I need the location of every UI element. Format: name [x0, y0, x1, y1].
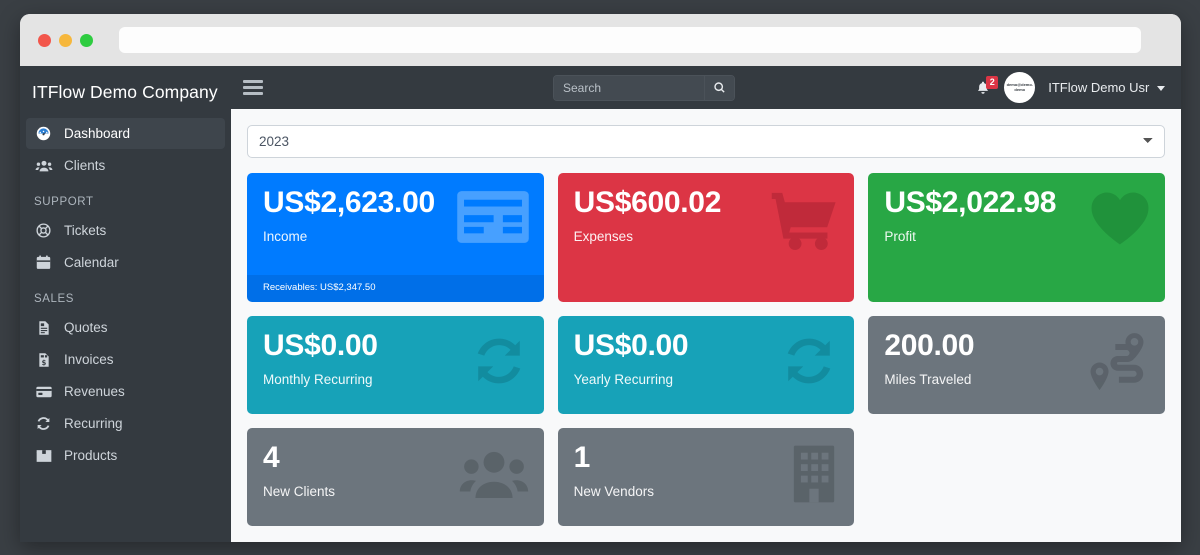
app-viewport: ITFlow Demo Company Dashboard: [20, 66, 1181, 542]
minimize-window-button[interactable]: [59, 33, 72, 47]
stat-value: 1: [573, 441, 591, 474]
sidebar-item-calendar[interactable]: Calendar: [26, 247, 225, 278]
stat-label: Income: [263, 229, 308, 245]
hamburger-icon[interactable]: [243, 77, 265, 99]
sidebar-item-label: Revenues: [64, 384, 125, 399]
sidebar-item-dashboard[interactable]: Dashboard: [26, 118, 225, 149]
sidebar-item-recurring[interactable]: Recurring: [26, 408, 225, 439]
stat-value: 200.00: [884, 329, 975, 362]
stat-label: New Clients: [263, 484, 336, 500]
browser-chrome: [20, 14, 1181, 66]
search-bar: [553, 74, 735, 101]
stat-label: Miles Traveled: [884, 372, 972, 388]
notification-count-badge: 2: [986, 75, 999, 89]
sync-icon: [468, 332, 530, 390]
sidebar-item-label: Products: [64, 448, 118, 463]
life-ring-icon: [34, 221, 53, 240]
stat-value: 4: [263, 441, 280, 474]
stat-card-monthly-recurring[interactable]: US$0.00 Monthly Recurring: [247, 316, 544, 414]
sidebar-item-quotes[interactable]: Quotes: [26, 312, 225, 343]
close-window-button[interactable]: [38, 33, 51, 47]
window-controls: [34, 33, 93, 47]
credit-card-icon: [34, 382, 53, 401]
shopping-cart-icon: [770, 189, 840, 251]
box-icon: [34, 446, 53, 465]
topbar: 2 demo@demo. demo ITFlow Demo Usr: [231, 66, 1181, 109]
chevron-down-icon: [1157, 86, 1165, 92]
stat-label: Monthly Recurring: [263, 372, 373, 388]
sync-icon: [34, 414, 53, 433]
sidebar-item-revenues[interactable]: Revenues: [26, 376, 225, 407]
stat-value: US$0.00: [263, 329, 378, 362]
sidebar-item-invoices[interactable]: $ Invoices: [26, 344, 225, 375]
stat-card-new-clients[interactable]: 4 New Clients: [247, 428, 544, 526]
brand-title: ITFlow Demo Company: [32, 82, 218, 102]
avatar-text-line1: demo@demo.: [1006, 81, 1033, 87]
route-icon: [1083, 332, 1151, 392]
topbar-right: 2 demo@demo. demo ITFlow Demo Usr: [975, 72, 1165, 103]
money-check-icon: [456, 189, 530, 245]
sidebar-item-tickets[interactable]: Tickets: [26, 215, 225, 246]
browser-window: ITFlow Demo Company Dashboard: [20, 14, 1181, 542]
stat-card-miles-traveled[interactable]: 200.00 Miles Traveled: [868, 316, 1165, 414]
avatar-text-line2: demo: [1014, 86, 1026, 92]
stat-value: US$2,022.98: [884, 186, 1057, 219]
avatar[interactable]: demo@demo. demo: [1004, 72, 1036, 103]
building-icon: [788, 444, 840, 504]
stat-card-income[interactable]: US$2,623.00 Income: [247, 173, 544, 302]
year-filter-select[interactable]: 2023 2022 2021 2020: [247, 125, 1165, 158]
sidebar-item-label: Tickets: [64, 223, 107, 238]
sync-icon: [778, 332, 840, 390]
stat-card-yearly-recurring[interactable]: US$0.00 Yearly Recurring: [557, 316, 855, 414]
stat-label: Profit: [884, 229, 916, 245]
user-menu-button[interactable]: ITFlow Demo Usr: [1048, 80, 1165, 95]
users-icon: [34, 156, 53, 175]
stat-cards-grid: US$2,623.00 Income: [247, 173, 1165, 526]
stat-card-new-vendors[interactable]: 1 New Vendors: [557, 428, 855, 526]
heart-icon: [1089, 189, 1151, 247]
sidebar: ITFlow Demo Company Dashboard: [20, 66, 231, 542]
calendar-icon: [34, 253, 53, 272]
tachometer-icon: [34, 124, 53, 143]
search-input[interactable]: [554, 75, 704, 100]
stat-value: US$2,623.00: [263, 186, 435, 219]
sidebar-section-support: SUPPORT: [34, 196, 94, 208]
stat-label: Yearly Recurring: [573, 372, 673, 388]
content-column: 2 demo@demo. demo ITFlow Demo Usr 2023: [231, 66, 1181, 542]
stat-value: US$600.02: [573, 186, 722, 219]
user-menu-label: ITFlow Demo Usr: [1048, 80, 1150, 95]
stat-label: New Vendors: [573, 484, 654, 500]
file-invoice-icon: [34, 318, 53, 337]
sidebar-item-products[interactable]: Products: [26, 440, 225, 471]
stat-card-expenses[interactable]: US$600.02 Expenses: [557, 173, 855, 302]
main-content: 2023 2022 2021 2020 US$2,623.00 Income: [231, 109, 1181, 542]
sidebar-item-label: Calendar: [64, 255, 119, 270]
stat-card-profit[interactable]: US$2,022.98 Profit: [868, 173, 1165, 302]
stat-footer: Receivables: US$2,347.50: [247, 275, 544, 302]
stat-value: US$0.00: [573, 329, 689, 362]
maximize-window-button[interactable]: [80, 33, 93, 47]
users-icon: [458, 444, 530, 502]
notifications-button[interactable]: 2: [975, 75, 999, 96]
url-bar-input[interactable]: [119, 27, 1141, 53]
bell-icon: [978, 81, 989, 94]
sidebar-item-label: Invoices: [64, 352, 114, 367]
stat-label: Expenses: [573, 229, 633, 245]
sidebar-item-label: Clients: [64, 158, 106, 173]
sidebar-item-label: Recurring: [64, 416, 123, 431]
sidebar-section-sales: SALES: [34, 293, 75, 305]
svg-text:$: $: [41, 358, 46, 366]
sidebar-item-clients[interactable]: Clients: [26, 150, 225, 181]
search-button[interactable]: [704, 75, 734, 100]
sidebar-item-label: Quotes: [64, 320, 108, 335]
sidebar-item-label: Dashboard: [64, 126, 131, 141]
file-invoice-dollar-icon: $: [34, 350, 53, 369]
